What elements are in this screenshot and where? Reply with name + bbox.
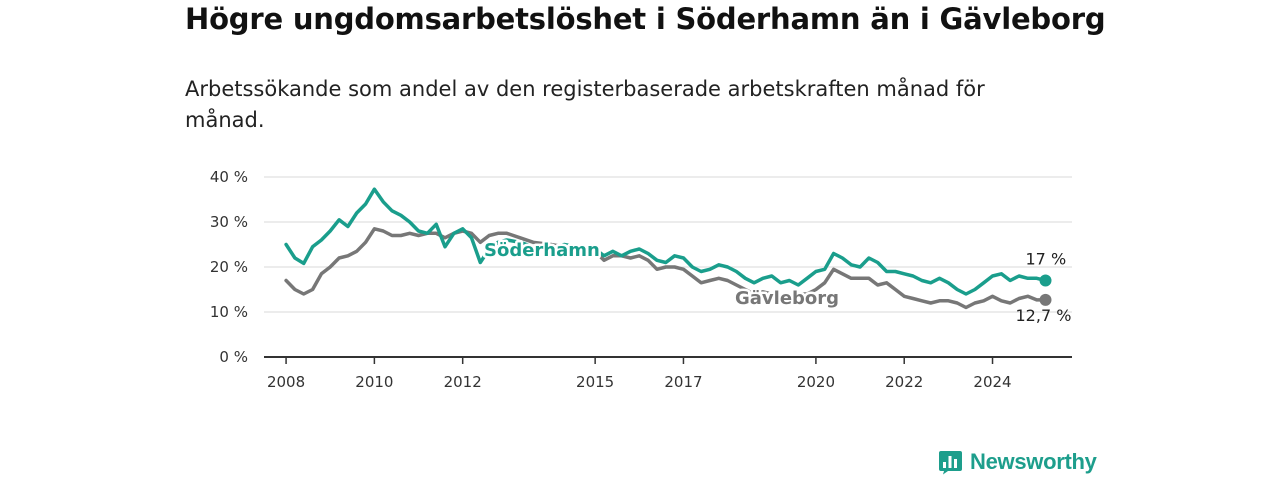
bar-chart-icon <box>939 450 962 474</box>
series-labels: 17 % 12,7 % Söderhamn Gävleborg <box>482 238 1072 325</box>
gridlines <box>264 176 1072 358</box>
x-tick-label: 2012 <box>444 373 482 391</box>
newsworthy-logo: Newsworthy <box>938 449 1097 475</box>
end-value-label: 17 % <box>1026 250 1067 269</box>
series-line-gavleborg <box>284 227 1048 310</box>
x-tick-label: 2024 <box>973 373 1011 391</box>
y-axis-ticks: 0 % 10 % 20 % 30 % 40 % <box>210 168 248 366</box>
y-tick-label: 30 % <box>210 213 248 231</box>
x-tick-label: 2015 <box>576 373 614 391</box>
series-line-soderhamn <box>284 187 1048 296</box>
x-tick-label: 2022 <box>885 373 923 391</box>
x-tick-label: 2020 <box>797 373 835 391</box>
x-tick-label: 2010 <box>355 373 393 391</box>
x-tick-label: 2017 <box>664 373 702 391</box>
y-tick-label: 10 % <box>210 303 248 321</box>
end-value-label: 12,7 % <box>1016 306 1072 325</box>
brand-name: Newsworthy <box>970 449 1097 474</box>
y-tick-label: 20 % <box>210 258 248 276</box>
series-lines <box>284 187 1052 310</box>
y-tick-label: 40 % <box>210 168 248 186</box>
series-end-dot-soderhamn <box>1039 274 1052 287</box>
series-end-dot-gavleborg <box>1039 293 1052 306</box>
y-tick-label: 0 % <box>219 348 248 366</box>
x-axis-ticks: 2008 2010 2012 2015 2017 2020 2022 2024 <box>267 357 1012 391</box>
series-label-gavleborg: Gävleborg <box>735 288 839 309</box>
line-chart: 0 % 10 % 20 % 30 % 40 % 2008 2010 2012 2015 2017… <box>210 168 1072 391</box>
series-label-soderhamn: Söderhamn <box>484 240 600 261</box>
chart-subtitle: Arbetssökande som andel av den registerb… <box>185 77 985 132</box>
chart-title: Högre ungdomsarbetslöshet i Söderhamn än… <box>185 2 1106 36</box>
x-tick-label: 2008 <box>267 373 305 391</box>
